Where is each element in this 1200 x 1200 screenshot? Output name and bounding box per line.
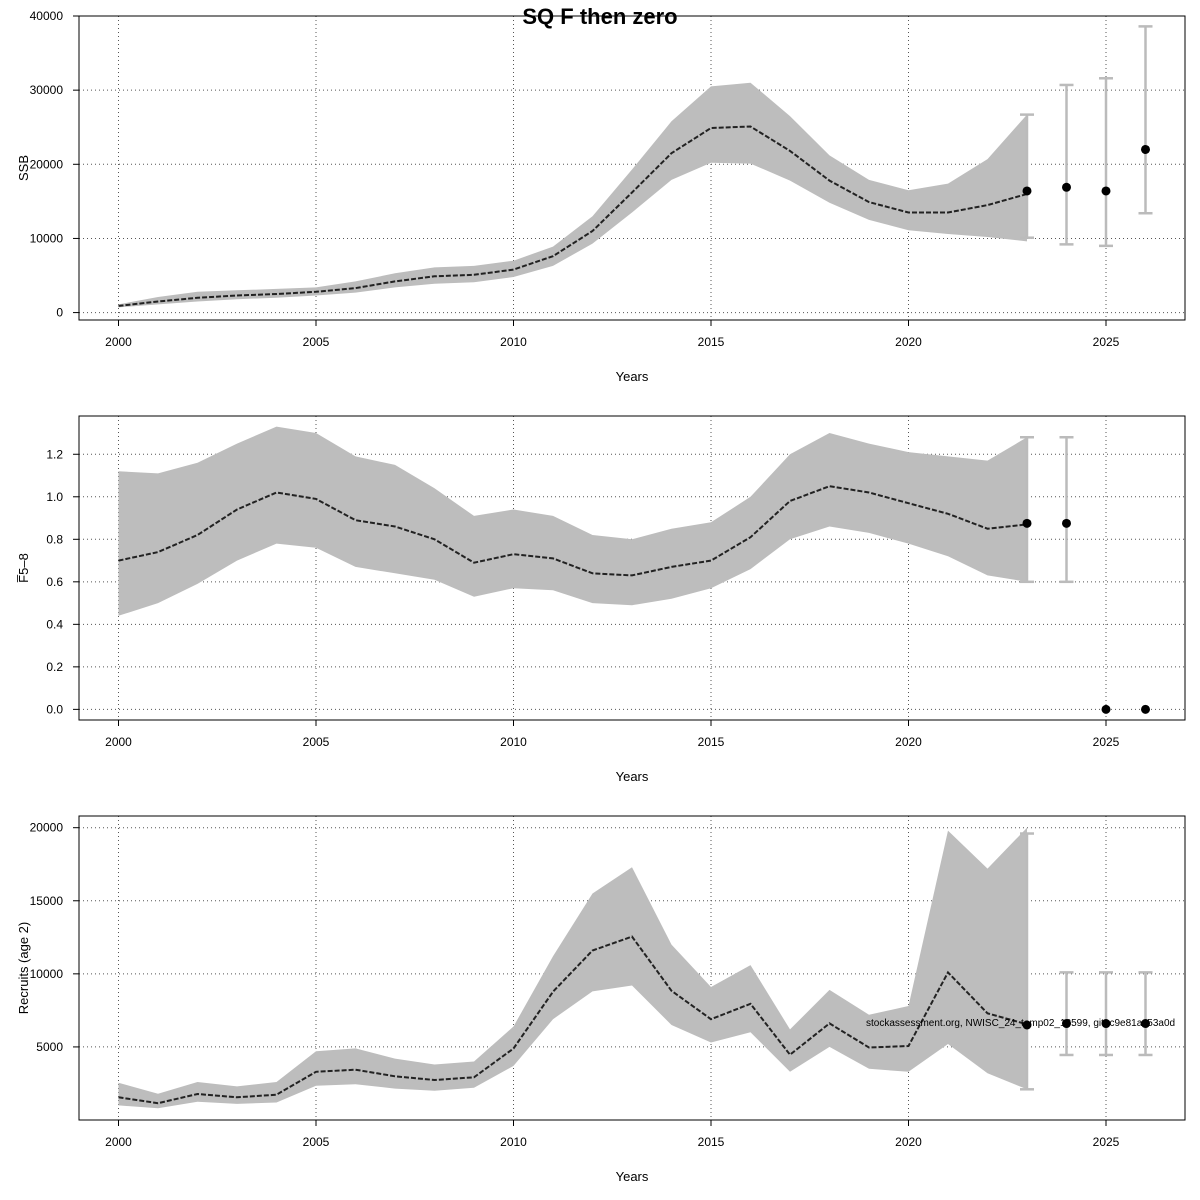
y-tick-label: 15000 — [30, 894, 64, 908]
plot-frame — [78, 815, 1186, 1121]
confidence-band — [118, 426, 1027, 616]
y-tick-label: 1.2 — [46, 447, 63, 461]
y-tick-label: 0.2 — [46, 660, 63, 674]
y-tick-label: 10000 — [30, 231, 64, 245]
projection-point — [1141, 1019, 1150, 1029]
chart-title: SQ F then zero — [522, 4, 677, 29]
x-tick-label: 2015 — [698, 735, 725, 749]
x-tick-label: 2010 — [500, 335, 527, 349]
projection-point — [1062, 1019, 1071, 1029]
projection-point — [1062, 518, 1071, 528]
confidence-band — [118, 82, 1027, 308]
x-tick-label: 2025 — [1093, 1135, 1120, 1149]
x-tick-label: 2005 — [303, 335, 330, 349]
y-tick-label: 0.4 — [46, 617, 63, 631]
y-axis-title: Recruits (age 2) — [16, 922, 31, 1014]
version-stamp: stockassessment.org, NWISC_24_temp02_185… — [866, 1018, 1175, 1029]
x-axis-title: Years — [616, 769, 649, 784]
x-tick-label: 2025 — [1093, 735, 1120, 749]
y-tick-label: 1.0 — [46, 490, 63, 504]
chart-panels: 2000 2005 2010 2015 2020 2025 0 10000 20000 30000… — [16, 9, 1186, 1184]
x-tick-label: 2015 — [698, 335, 725, 349]
plot-frame — [78, 15, 1186, 321]
x-tick-label: 2025 — [1093, 335, 1120, 349]
projection-point — [1062, 182, 1071, 192]
x-tick-label: 2010 — [500, 735, 527, 749]
y-tick-label: 20000 — [30, 157, 64, 171]
confidence-band — [118, 827, 1027, 1109]
plot-frame — [78, 415, 1186, 721]
y-tick-label: 0.6 — [46, 575, 63, 589]
y-tick-label: 40000 — [30, 9, 64, 23]
y-tick-label: 20000 — [30, 821, 64, 835]
x-tick-label: 2020 — [895, 1135, 922, 1149]
y-tick-label: 0.0 — [46, 702, 63, 716]
projection-point — [1101, 1019, 1111, 1029]
x-tick-label: 2010 — [500, 1135, 527, 1149]
estimate-line — [118, 485, 1028, 577]
projection-point — [1101, 186, 1111, 196]
x-tick-label: 2000 — [105, 1135, 132, 1149]
x-axis-title: Years — [616, 369, 649, 384]
panel-fbar: 2000 2005 2010 2015 2020 2025 0.0 0.2 0.4 0.6 0.8 1… — [16, 415, 1186, 784]
projection-point — [1022, 1020, 1032, 1030]
projection-point — [1101, 704, 1111, 714]
x-tick-label: 2000 — [105, 735, 132, 749]
x-tick-label: 2015 — [698, 1135, 725, 1149]
x-axis-title: Years — [616, 1169, 649, 1184]
x-tick-label: 2005 — [303, 735, 330, 749]
x-tick-label: 2020 — [895, 735, 922, 749]
projection-point — [1141, 704, 1150, 714]
y-tick-label: 0.8 — [46, 532, 63, 546]
x-tick-label: 2000 — [105, 335, 132, 349]
y-tick-label: 30000 — [30, 83, 64, 97]
panel-ssb: 2000 2005 2010 2015 2020 2025 0 10000 20000 30000… — [16, 9, 1186, 384]
x-tick-label: 2005 — [303, 1135, 330, 1149]
projection-point — [1022, 186, 1032, 196]
y-tick-label: 5000 — [36, 1040, 63, 1054]
x-tick-label: 2020 — [895, 335, 922, 349]
projection-point — [1022, 518, 1032, 528]
estimate-line — [118, 935, 1028, 1105]
panel-recruits: 2000 2005 2010 2015 2020 2025 5000 10000 15000 20… — [16, 815, 1186, 1184]
estimate-line — [118, 125, 1028, 307]
projection-point — [1141, 144, 1150, 154]
y-axis-title: F̅5–8 — [16, 553, 31, 583]
y-tick-label: 0 — [56, 306, 63, 320]
y-axis-title: SSB — [16, 155, 31, 181]
y-tick-label: 10000 — [30, 967, 64, 981]
